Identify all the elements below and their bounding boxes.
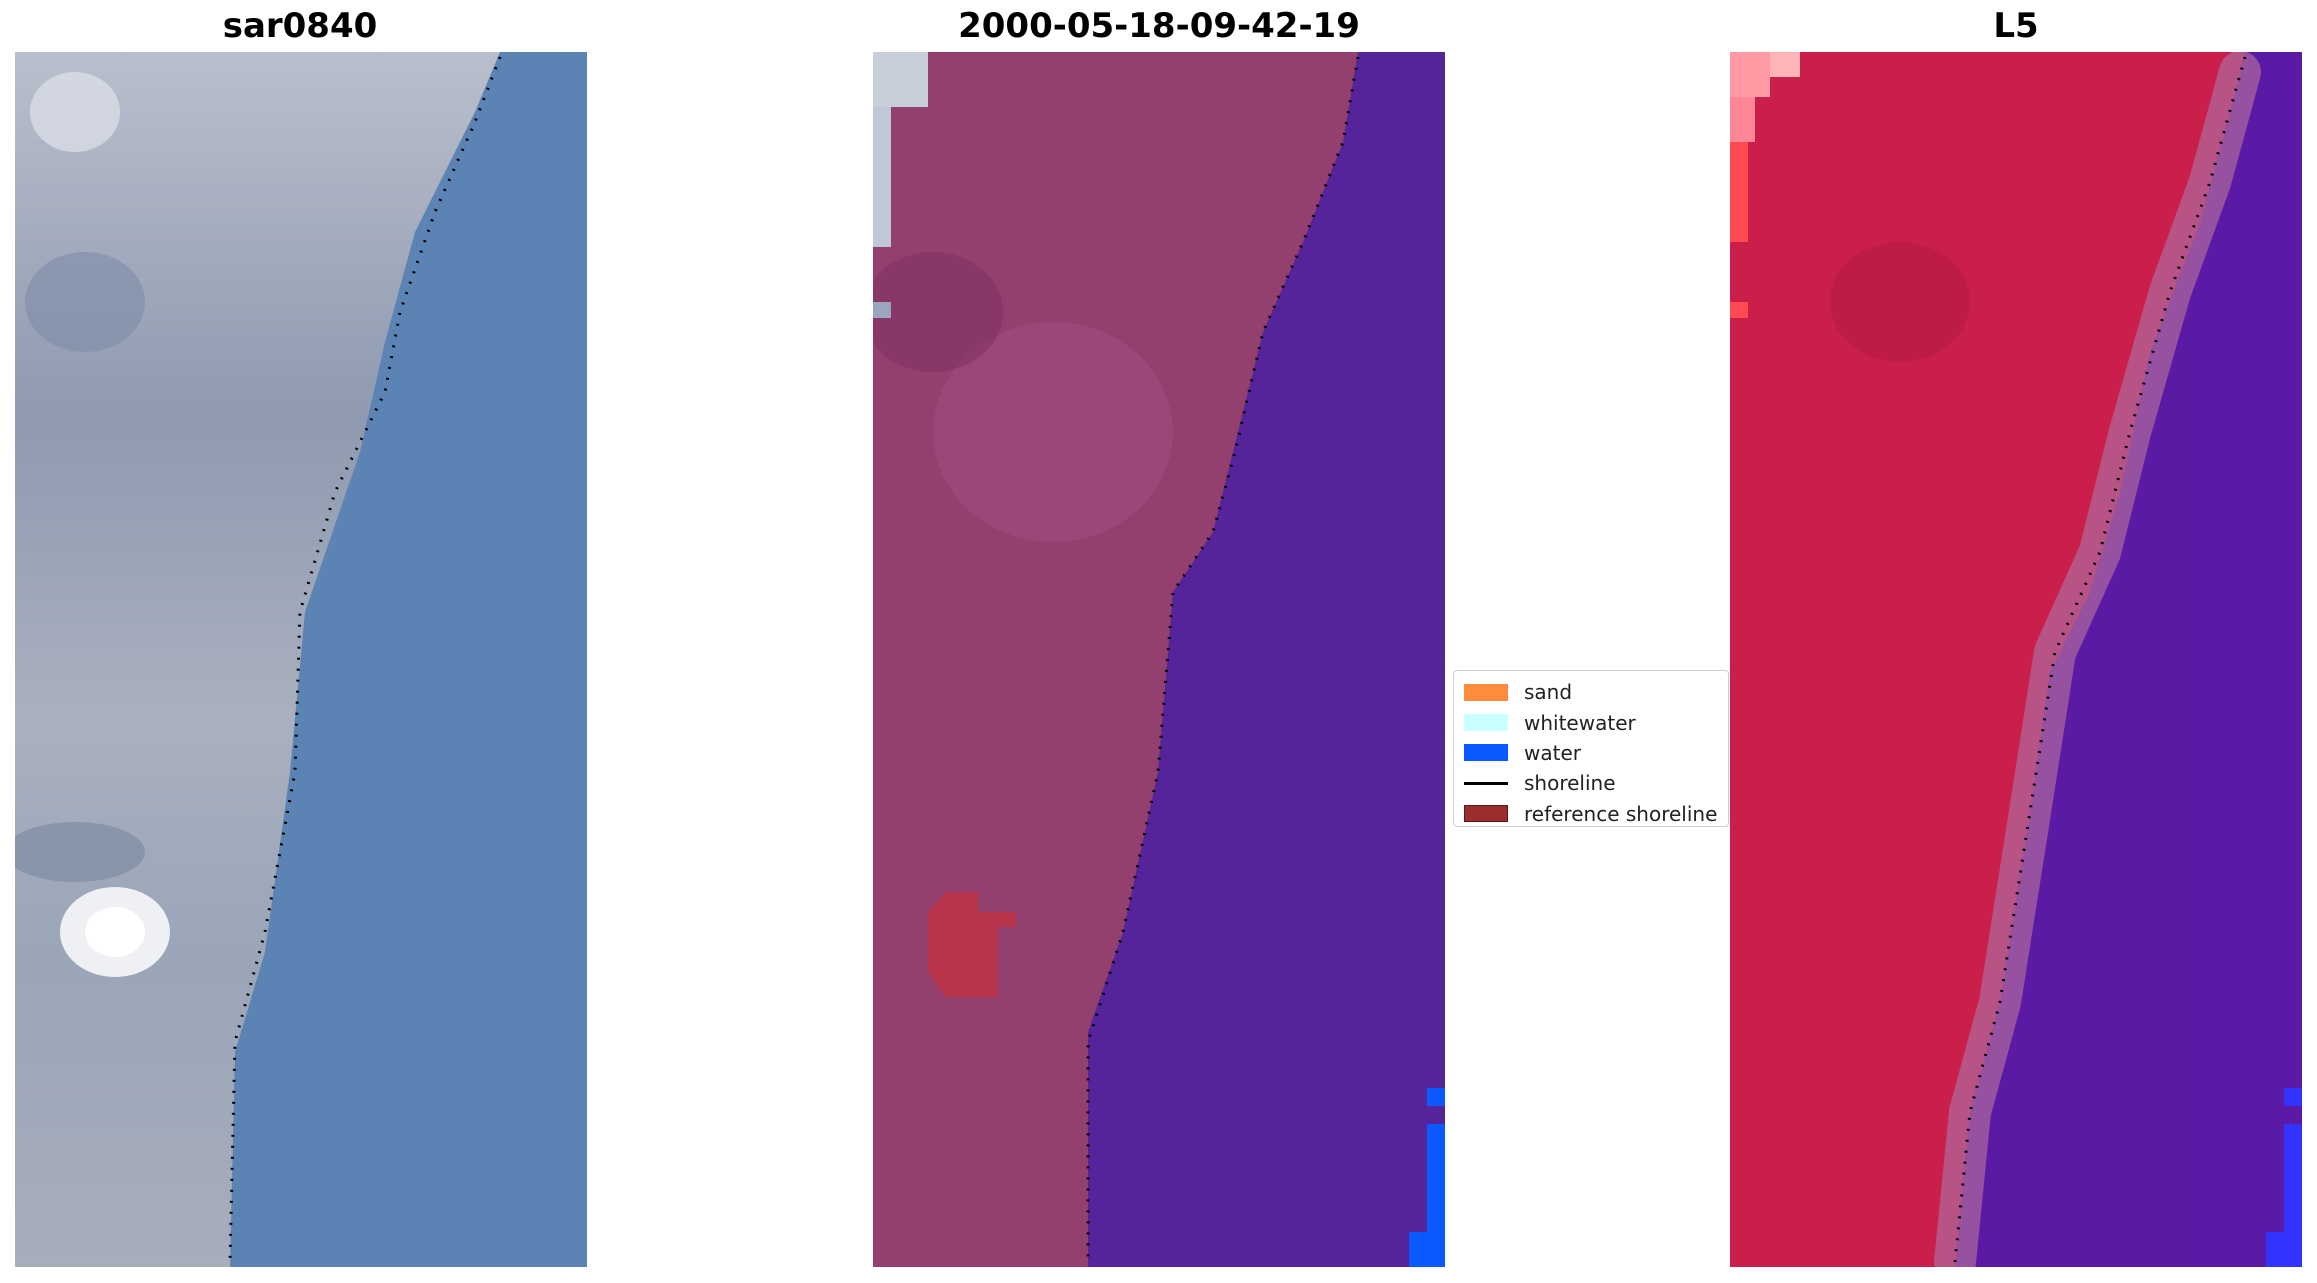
legend: sand whitewater water shoreline referenc… [1453, 670, 1729, 827]
shoreline-swatch [1464, 781, 1508, 785]
classified-image [873, 52, 1445, 1267]
legend-label: sand [1524, 680, 1573, 705]
panel-title-rgb: sar0840 [222, 6, 378, 46]
legend-label: reference shoreline [1524, 801, 1718, 826]
legend-item-whitewater: whitewater [1464, 707, 1718, 737]
legend-item-water: water [1464, 738, 1718, 768]
rgb-image [15, 52, 587, 1267]
legend-item-reference-shoreline: reference shoreline [1464, 799, 1718, 829]
legend-label: shoreline [1524, 771, 1616, 796]
index-image-panel [1730, 52, 2302, 1267]
legend-item-shoreline: shoreline [1464, 768, 1718, 798]
panel-title-classified: 2000-05-18-09-42-19 [958, 6, 1360, 46]
panel-title-ndwi: L5 [1993, 6, 2039, 46]
water-swatch [1464, 744, 1508, 762]
classified-image-panel [873, 52, 1445, 1267]
legend-item-sand: sand [1464, 677, 1718, 707]
whitewater-swatch [1464, 714, 1508, 732]
legend-label: whitewater [1524, 710, 1636, 735]
reference-shoreline-swatch [1464, 805, 1508, 823]
legend-label: water [1524, 740, 1581, 765]
rgb-image-panel [15, 52, 587, 1267]
sand-swatch [1464, 683, 1508, 701]
index-image [1730, 52, 2302, 1267]
